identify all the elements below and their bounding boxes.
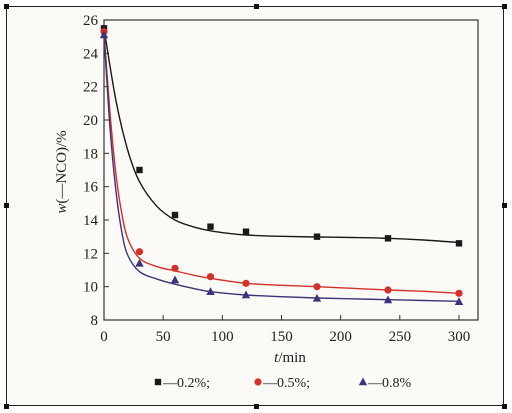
legend: —0.2%; —0.5%; —0.8% (154, 376, 412, 391)
data-point-0-8pct (454, 297, 464, 305)
resize-handle-top-left[interactable] (4, 4, 9, 9)
y-tick-label: 8 (91, 313, 99, 329)
data-point-0-2pct (242, 228, 250, 235)
data-point-0-8pct (241, 290, 251, 299)
data-point-0-8pct (383, 295, 393, 304)
data-point-0-2pct (207, 223, 214, 230)
data-point-0-5pct (206, 273, 215, 281)
data-point-0-2pct (384, 235, 392, 242)
resize-handle-top-right[interactable] (502, 4, 507, 9)
y-tick-label: 22 (83, 80, 98, 96)
fit-curve-0-8pct (103, 34, 460, 303)
x-tick-label: 250 (389, 329, 412, 345)
data-point-0-5pct (171, 264, 179, 272)
y-axis-label-rest: (—NCO)/% (54, 130, 70, 203)
fit-curve-0-2pct (103, 28, 460, 244)
data-point-0-8pct (170, 275, 180, 284)
legend-label-0-5pct: —0.5%; (262, 376, 310, 391)
y-axis-label-var: w (54, 204, 70, 214)
y-tick-label: 14 (83, 213, 99, 229)
resize-handle-bottom-left[interactable] (4, 404, 9, 409)
x-tick-label: 150 (270, 329, 293, 345)
data-point-0-5pct (455, 289, 463, 297)
data-point-0-5pct (242, 279, 250, 287)
data-point-0-5pct (384, 286, 392, 294)
axes: 8 10 12 14 16 18 20 22 24 26 0 50 100 150 200 250 300 (83, 13, 479, 345)
legend-marker-0-5pct (254, 378, 262, 386)
y-tick-label: 24 (83, 46, 99, 62)
data-points (99, 25, 464, 305)
resize-handle-middle-left[interactable] (4, 203, 9, 208)
x-axis-label: t/min (274, 350, 306, 366)
fit-curves (103, 28, 460, 303)
y-tick-label: 12 (83, 246, 98, 262)
x-tick-label: 0 (100, 329, 108, 345)
x-tick-label: 200 (329, 329, 352, 345)
resize-handle-top-center[interactable] (254, 4, 259, 9)
data-point-0-2pct (171, 211, 179, 219)
data-point-0-5pct (135, 248, 144, 256)
y-tick-label: 26 (83, 13, 99, 29)
fit-curve-0-5pct (103, 31, 460, 295)
data-point-0-2pct (136, 166, 143, 174)
y-axis-label: w(—NCO)/% (54, 130, 70, 213)
legend-marker-0-8pct (358, 377, 368, 386)
resize-handle-bottom-center[interactable] (254, 404, 259, 409)
legend-label-0-2pct: —0.2%; (162, 376, 210, 391)
x-tick-label: 300 (448, 329, 471, 345)
figure-frame (6, 6, 504, 406)
data-point-0-2pct (313, 233, 321, 240)
x-tick-label: 100 (211, 329, 234, 345)
data-point-0-8pct (135, 258, 144, 267)
data-point-0-8pct (99, 30, 109, 39)
legend-label-0-8pct: —0.8% (367, 376, 412, 391)
data-point-0-8pct (312, 293, 322, 302)
y-tick-label: 20 (83, 113, 98, 129)
x-axis-label-unit: /min (278, 350, 306, 366)
y-tick-label: 16 (83, 180, 99, 196)
resize-handle-middle-right[interactable] (502, 203, 507, 208)
x-axis-label-var: t (274, 350, 279, 366)
data-point-0-2pct (455, 240, 463, 247)
resize-handle-bottom-right[interactable] (502, 404, 507, 409)
data-point-0-8pct (206, 287, 215, 295)
y-tick-label: 10 (83, 280, 98, 296)
plot-area-border (103, 19, 479, 321)
y-tick-label: 18 (83, 146, 98, 162)
legend-marker-0-2pct (154, 378, 162, 386)
data-point-0-5pct (313, 283, 321, 291)
x-tick-label: 50 (156, 329, 171, 345)
